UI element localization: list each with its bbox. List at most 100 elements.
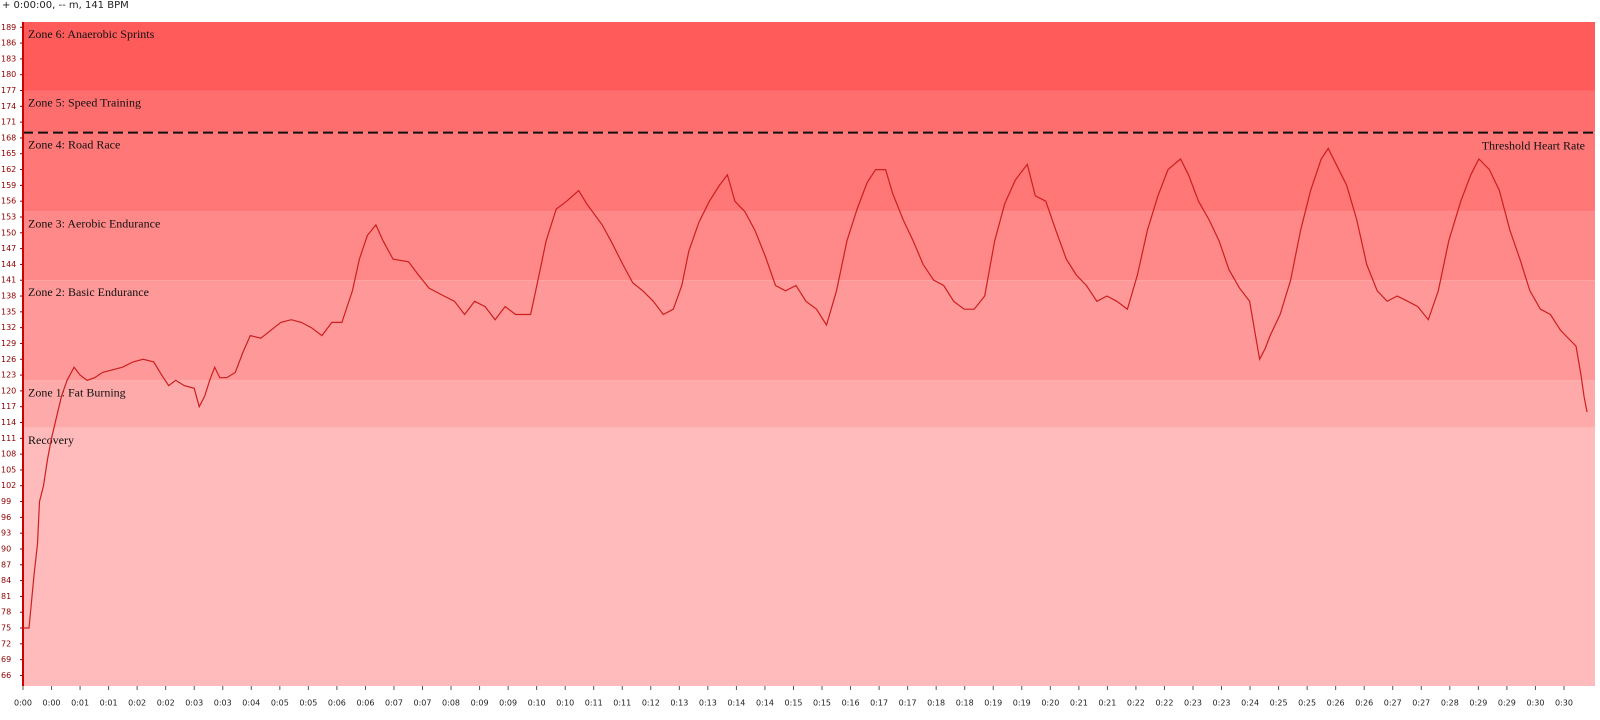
x-tick-label: 0:11 [585,699,603,708]
y-tick-label: 162 [1,165,16,174]
x-tick-label: 0:01 [71,699,89,708]
x-tick-label: 0:02 [157,699,175,708]
readout: + 0:00:00, -- m, 141 BPM [2,0,129,11]
x-tick-label: 0:05 [299,699,317,708]
y-tick-label: 93 [1,529,11,538]
x-tick-label: 0:22 [1127,699,1145,708]
x-tick-label: 0:18 [927,699,945,708]
threshold-label: Threshold Heart Rate [1482,139,1585,153]
x-tick-label: 0:26 [1355,699,1373,708]
zone-label: Zone 2: Basic Endurance [28,285,149,299]
x-tick-label: 0:08 [442,699,460,708]
zone-band [23,211,1595,281]
y-tick-label: 108 [1,450,16,459]
y-tick-label: 75 [1,624,11,633]
y-tick-label: 141 [1,276,16,285]
y-tick-label: 114 [1,418,16,427]
y-tick-label: 147 [1,244,16,253]
x-tick-label: 0:25 [1270,699,1288,708]
zone-band [23,132,1595,212]
y-tick-label: 87 [1,560,11,569]
zone-label: Zone 1: Fat Burning [28,385,126,399]
x-tick-label: 0:07 [385,699,403,708]
x-tick-label: 0:18 [956,699,974,708]
y-tick-label: 129 [1,339,16,348]
x-tick-label: 0:13 [670,699,688,708]
x-tick-label: 0:11 [613,699,631,708]
y-tick-label: 126 [1,355,16,364]
x-tick-label: 0:13 [699,699,717,708]
x-tick-label: 0:30 [1555,699,1573,708]
y-tick-label: 90 [1,544,11,553]
y-tick-label: 132 [1,323,16,332]
zone-label: Zone 6: Anaerobic Sprints [28,27,155,41]
x-tick-label: 0:28 [1441,699,1459,708]
heart-rate-line [23,147,1588,629]
x-tick-label: 0:23 [1184,699,1202,708]
y-tick-label: 144 [1,260,16,269]
x-tick-label: 0:15 [784,699,802,708]
x-tick-label: 0:21 [1070,699,1088,708]
zone-band [23,90,1595,133]
zone-label: Zone 3: Aerobic Endurance [28,217,160,231]
x-tick-label: 0:10 [528,699,546,708]
x-tick-label: 0:00 [43,699,61,708]
y-tick-label: 84 [1,576,11,585]
x-tick-label: 0:25 [1298,699,1316,708]
x-tick-label: 0:19 [1013,699,1031,708]
x-tick-label: 0:06 [328,699,346,708]
y-tick-label: 96 [1,513,11,522]
y-tick-label: 120 [1,386,16,395]
y-tick-label: 69 [1,655,11,664]
y-tick-label: 180 [1,70,16,79]
y-tick-label: 153 [1,212,16,221]
x-tick-label: 0:03 [185,699,203,708]
x-tick-label: 0:30 [1526,699,1544,708]
y-tick-label: 81 [1,592,11,601]
x-tick-label: 0:20 [1041,699,1059,708]
x-tick-label: 0:15 [813,699,831,708]
x-tick-label: 0:02 [128,699,146,708]
y-tick-label: 177 [1,86,16,95]
x-tick-label: 0:07 [414,699,432,708]
x-tick-label: 0:03 [214,699,232,708]
y-tick-label: 189 [1,23,16,32]
x-tick-label: 0:10 [556,699,574,708]
y-tick-label: 123 [1,371,16,380]
y-tick-label: 78 [1,608,11,617]
y-tick-label: 102 [1,481,16,490]
zone-band [23,22,1595,91]
x-tick-label: 0:26 [1327,699,1345,708]
y-tick-label: 138 [1,292,16,301]
zone-label: Zone 4: Road Race [28,138,120,152]
x-tick-label: 0:29 [1498,699,1516,708]
y-tick-label: 186 [1,39,16,48]
x-tick-label: 0:27 [1384,699,1402,708]
x-tick-label: 0:04 [242,699,260,708]
x-tick-label: 0:09 [499,699,517,708]
x-tick-label: 0:22 [1155,699,1173,708]
x-tick-label: 0:23 [1213,699,1231,708]
y-tick-label: 135 [1,307,16,316]
x-tick-label: 0:01 [100,699,118,708]
y-tick-label: 117 [1,402,16,411]
x-tick-label: 0:21 [1098,699,1116,708]
x-tick-label: 0:14 [756,699,774,708]
y-tick-label: 171 [1,118,16,127]
x-tick-label: 0:19 [984,699,1002,708]
zone-band [23,280,1595,381]
x-tick-label: 0:24 [1241,699,1259,708]
y-tick-label: 99 [1,497,11,506]
zone-label: Zone 5: Speed Training [28,96,141,110]
y-tick-label: 111 [1,434,16,443]
x-tick-label: 0:06 [356,699,374,708]
y-tick-label: 72 [1,639,11,648]
x-tick-label: 0:27 [1412,699,1430,708]
x-tick-label: 0:00 [14,699,32,708]
x-tick-label: 0:14 [727,699,745,708]
y-tick-label: 105 [1,465,16,474]
y-tick-label: 159 [1,181,16,190]
y-tick-label: 174 [1,102,16,111]
x-tick-label: 0:16 [842,699,860,708]
